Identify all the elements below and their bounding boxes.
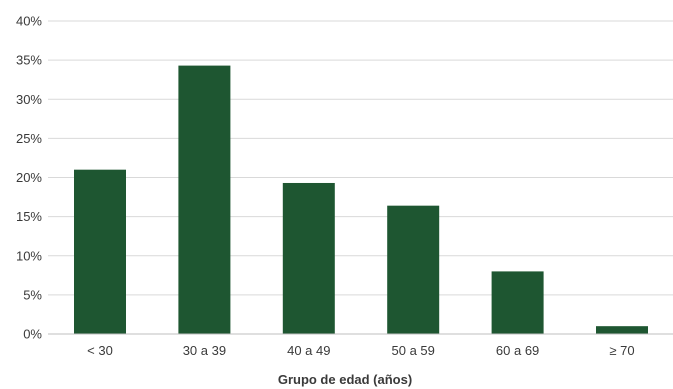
bar — [491, 271, 544, 334]
x-axis-ticks: < 30 30 a 39 40 a 49 50 a 59 60 a 69 ≥ 70 — [87, 343, 634, 358]
bar — [178, 65, 231, 334]
y-tick-label: 10% — [16, 248, 42, 263]
gridlines — [48, 20, 673, 296]
bar — [596, 326, 648, 334]
x-tick-label: < 30 — [87, 343, 113, 358]
y-tick-label: 40% — [16, 14, 42, 29]
x-tick-label: ≥ 70 — [609, 343, 634, 358]
x-tick-label: 60 a 69 — [496, 343, 539, 358]
x-axis-title: Grupo de edad (años) — [278, 372, 412, 387]
y-tick-label: 0% — [23, 327, 42, 342]
x-tick-label: 40 a 49 — [287, 343, 330, 358]
y-tick-label: 35% — [16, 53, 42, 68]
y-axis-ticks: 0% 5% 10% 15% 20% 25% 30% 35% 40% — [16, 14, 42, 342]
y-tick-label: 20% — [16, 170, 42, 185]
y-tick-label: 5% — [23, 287, 42, 302]
bars — [74, 65, 648, 334]
bar — [74, 169, 126, 334]
bar — [387, 205, 440, 334]
x-tick-label: 30 a 39 — [183, 343, 226, 358]
bar — [282, 182, 335, 334]
y-tick-label: 25% — [16, 131, 42, 146]
y-tick-label: 30% — [16, 92, 42, 107]
y-tick-label: 15% — [16, 209, 42, 224]
x-tick-label: 50 a 59 — [392, 343, 435, 358]
